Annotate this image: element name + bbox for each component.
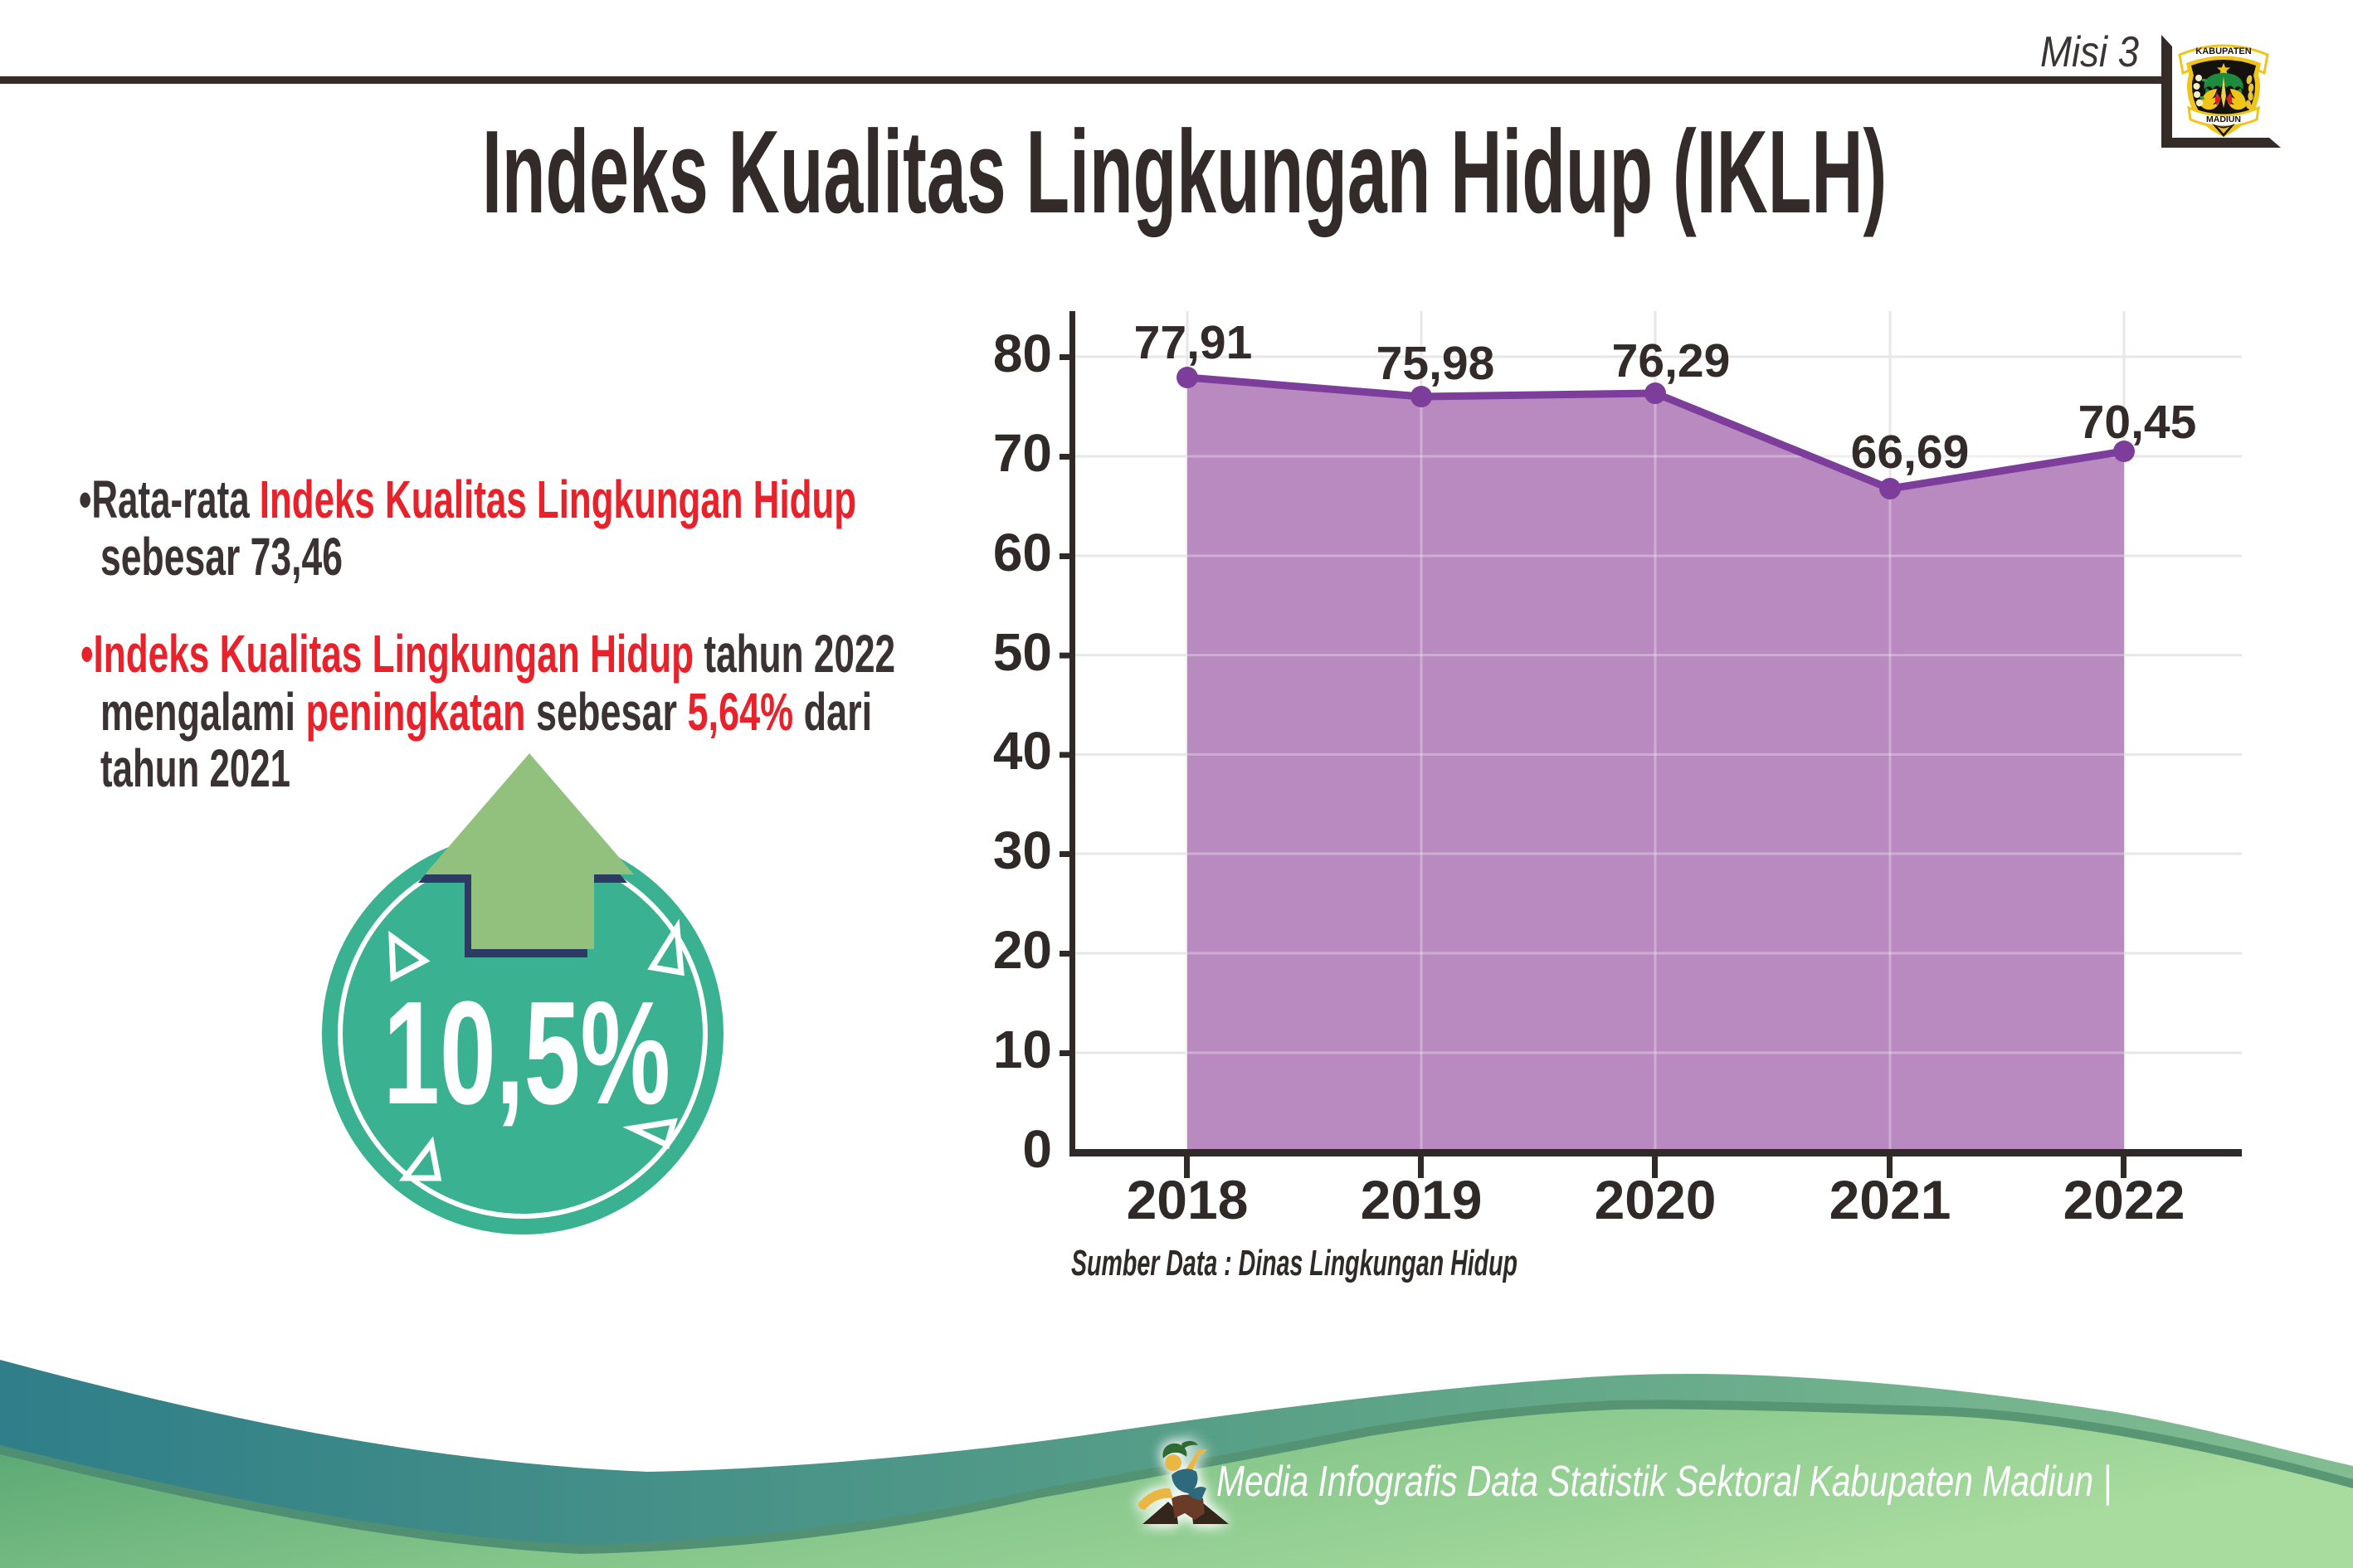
svg-text:MADIUN: MADIUN bbox=[2206, 114, 2241, 124]
svg-text:KABUPATEN: KABUPATEN bbox=[2195, 46, 2251, 56]
